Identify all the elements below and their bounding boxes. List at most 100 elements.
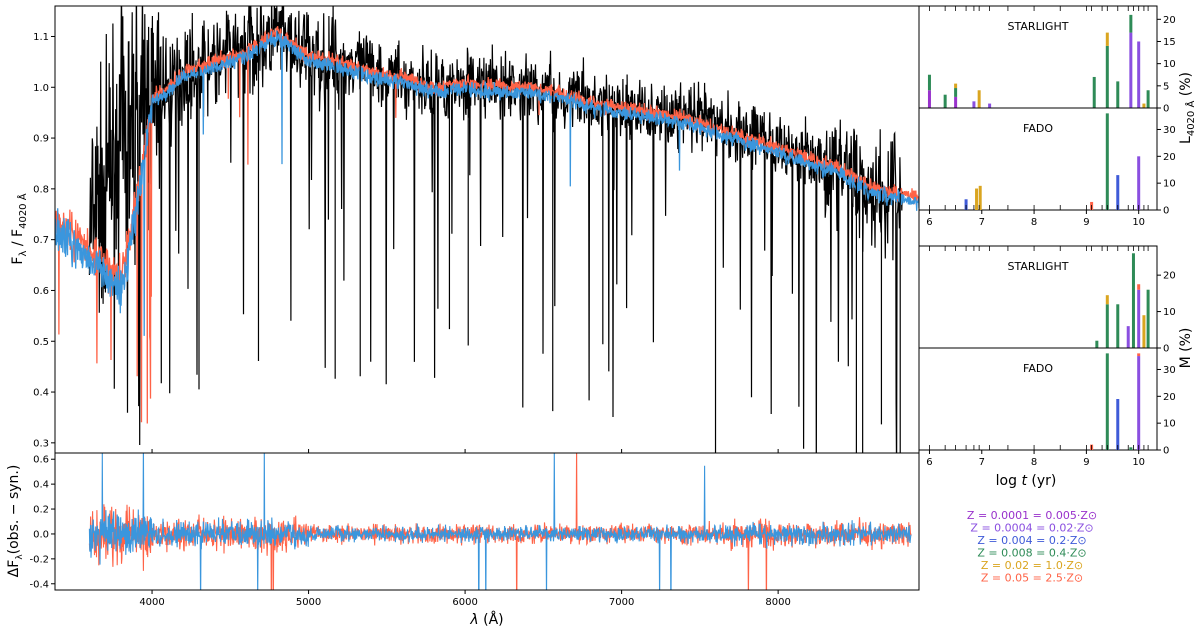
age-bar-Z6: [1137, 353, 1141, 357]
age-bar-Z5: [1142, 315, 1146, 348]
age-bar-Z2: [1129, 32, 1133, 108]
light-starlight-y-tick-label: 0: [1163, 104, 1169, 115]
mass-starlight-y-tick-label: 0: [1163, 344, 1169, 355]
age-bar-Z4: [954, 88, 958, 97]
metallicity-legend-entry: Z = 0.02 = 1.0·Z⊙: [981, 559, 1083, 572]
metallicity-legend-entry: Z = 0.05 = 2.5·Z⊙: [981, 572, 1083, 585]
spectrum-y-label: Fλ / F4020 Å: [10, 193, 29, 264]
age-bar-Z2: [1137, 41, 1141, 109]
wavelength-tick-label: 5000: [296, 597, 321, 608]
light-starlight-y-tick-label: 20: [1163, 15, 1176, 26]
light-fado-y-tick-label: 0: [1163, 206, 1169, 217]
age-bar-Z4: [1146, 90, 1150, 108]
age-bar-Z4: [1105, 353, 1109, 450]
age-bar-Z2: [988, 103, 992, 108]
age-bar-Z4: [1105, 113, 1109, 210]
age-bar-Z5: [1105, 32, 1109, 46]
mass-fado-y-tick-label: 20: [1163, 392, 1176, 403]
light-fado-y-tick-label: 10: [1163, 179, 1176, 190]
age-bar-Z4: [1146, 289, 1150, 348]
light-starlight-title: STARLIGHT: [1008, 20, 1069, 33]
age-bar-Z4: [1129, 14, 1133, 33]
age-x-tick-label: 8: [1031, 457, 1037, 468]
light-fado-y-tick-label: 30: [1163, 125, 1176, 136]
age-bar-Z2: [972, 101, 976, 108]
wavelength-tick-label: 8000: [765, 597, 790, 608]
spectrum-y-tick-label: 0.5: [33, 337, 49, 348]
residual-series: [88, 453, 912, 590]
age-x-tick-label: 7: [979, 217, 985, 228]
residual-y-tick-label: -0.4: [29, 579, 49, 590]
metallicity-legend-entry: Z = 0.0004 = 0.02·Z⊙: [970, 522, 1093, 535]
age-x-tick-label: 9: [1083, 457, 1089, 468]
age-bar-Z4: [1129, 447, 1133, 450]
age-bar-Z5: [977, 90, 981, 108]
spectrum-y-ticks: 0.3 0.4 0.5 0.6 0.7 0.8 0.9 1.0 1.1: [33, 32, 55, 449]
age-bar-Z4: [943, 94, 947, 108]
age-bar-Z2: [1137, 156, 1141, 210]
age-bar-Z4: [1116, 81, 1120, 108]
residual-y-tick-label: 0.6: [33, 455, 49, 466]
mass-fado-y-tick-label: 0: [1163, 446, 1169, 457]
age-x-tick-label: 10: [1132, 217, 1145, 228]
age-x-label: log t (yr): [996, 473, 1057, 489]
spectrum-y-tick-label: 0.6: [33, 286, 49, 297]
age-bar-Z1: [927, 90, 931, 108]
age-bar-Z4: [927, 74, 931, 91]
spectrum-y-tick-label: 0.8: [33, 184, 49, 195]
age-bar-Z4: [1105, 304, 1109, 348]
mass-y-label: M (%): [1178, 328, 1194, 369]
light-starlight-y-tick-label: 5: [1163, 81, 1169, 92]
mass-fado-panel: 0 10 20 30 6 7 8 9 10 FADO: [918, 347, 1176, 468]
mass-starlight-y-tick-label: 10: [1163, 307, 1176, 318]
residual-panel: -0.4 -0.2 0.0 0.2 0.4 0.6 4000 5000 6000 7000 800…: [6, 452, 920, 628]
age-bar-Z2: [1137, 356, 1141, 450]
age-bar-Z4: [1131, 253, 1135, 348]
residual-y-tick-label: 0.4: [33, 480, 49, 491]
age-bar-Z6: [1137, 284, 1141, 290]
light-starlight-y-tick-label: 10: [1163, 59, 1176, 70]
spectrum-y-tick-label: 0.4: [33, 388, 49, 399]
age-x-tick-label: 10: [1132, 457, 1145, 468]
wavelength-tick-label: 7000: [609, 597, 634, 608]
spectrum-x-ticks: [151, 449, 779, 453]
fado-residual-line: [88, 453, 912, 590]
mass-starlight-title: STARLIGHT: [1008, 260, 1069, 273]
spectrum-y-tick-label: 1.0: [33, 83, 49, 94]
residual-y-label: ΔFλ(obs. − syn.): [6, 465, 25, 578]
mass-starlight-panel: 0 10 20 STARLIGHT: [918, 245, 1176, 355]
age-bar-Z2: [1126, 326, 1130, 348]
age-x-tick-label: 6: [926, 217, 932, 228]
wavelength-tick-label: 6000: [452, 597, 477, 608]
age-bar-Z4: [1116, 304, 1120, 348]
age-bar-Z1: [954, 96, 958, 108]
wavelength-tick-label: 4000: [139, 597, 164, 608]
mass-fado-y-tick-label: 30: [1163, 365, 1176, 376]
residual-y-tick-label: 0.2: [33, 505, 49, 516]
residual-y-tick-label: 0.0: [33, 529, 49, 540]
light-fado-y-tick-label: 20: [1163, 152, 1176, 163]
age-bar-Z3: [1116, 175, 1120, 210]
residual-x-ticks: 4000 5000 6000 7000 8000: [139, 590, 791, 608]
age-bar-Z5: [978, 185, 982, 210]
age-bar-Z2: [1137, 289, 1141, 348]
age-bar-Z3: [1116, 399, 1120, 450]
age-bar-Z5: [1142, 103, 1146, 108]
metallicity-legend-entry: Z = 0.0001 = 0.005·Z⊙: [967, 509, 1097, 522]
spectrum-series: [55, 6, 919, 453]
spectrum-panel: 0.3 0.4 0.5 0.6 0.7 0.8 0.9 1.0 1.1 Fλ / F4020 Å: [10, 5, 920, 454]
residual-frame: [54, 452, 920, 591]
age-bar-Z5: [975, 188, 979, 210]
age-bar-Z5: [1105, 295, 1109, 305]
age-bar-Z4: [1105, 45, 1109, 108]
light-starlight-y-tick-label: 15: [1163, 37, 1176, 48]
age-x-tick-label: 9: [1083, 217, 1089, 228]
wavelength-x-label: λ (Å): [469, 611, 503, 628]
light-y-label: L4020 Å (%): [1178, 72, 1197, 144]
age-bar-Z4: [1092, 76, 1096, 108]
light-starlight-panel: 0 5 10 15 20 STARLIGHT: [918, 5, 1176, 115]
age-bar-Z3: [964, 199, 968, 210]
residual-y-tick-label: -0.2: [29, 554, 49, 565]
mass-fado-y-tick-label: 10: [1163, 419, 1176, 430]
